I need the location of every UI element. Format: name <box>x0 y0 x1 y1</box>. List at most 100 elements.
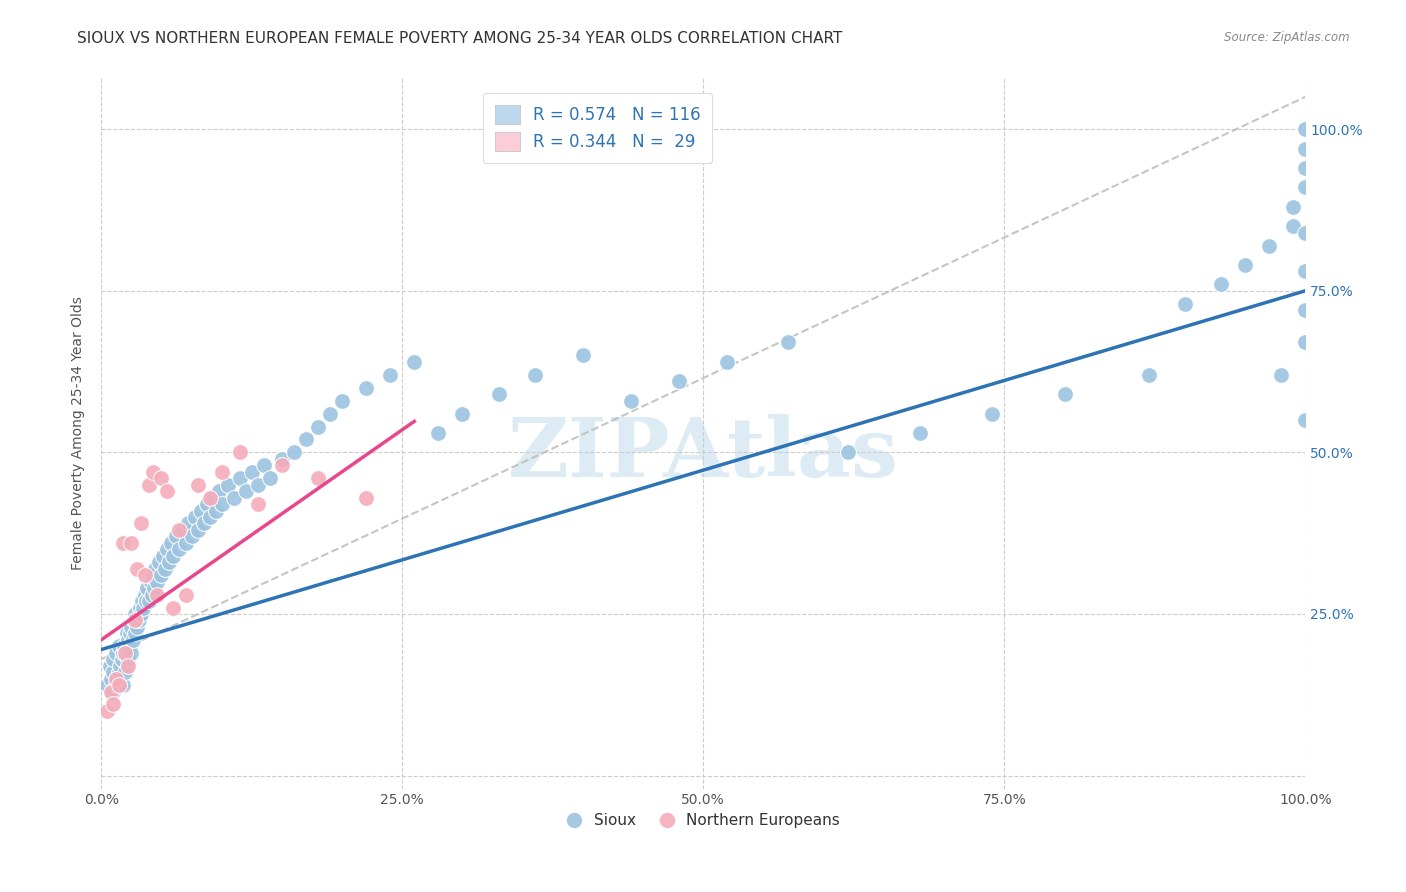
Point <box>776 335 799 350</box>
Point <box>152 549 174 563</box>
Point <box>114 646 136 660</box>
Point <box>120 646 142 660</box>
Point <box>1258 238 1281 252</box>
Point <box>319 407 342 421</box>
Point <box>131 594 153 608</box>
Point <box>122 614 145 628</box>
Point <box>184 510 207 524</box>
Point <box>211 465 233 479</box>
Point <box>228 471 250 485</box>
Point <box>156 484 179 499</box>
Point <box>1137 368 1160 382</box>
Point <box>138 594 160 608</box>
Point <box>1234 258 1257 272</box>
Point <box>523 368 546 382</box>
Point <box>488 387 510 401</box>
Point <box>404 355 426 369</box>
Point <box>427 425 450 440</box>
Point <box>307 471 329 485</box>
Point <box>246 477 269 491</box>
Point <box>572 348 595 362</box>
Point <box>136 581 159 595</box>
Point <box>127 562 149 576</box>
Point <box>153 562 176 576</box>
Point <box>162 549 184 563</box>
Point <box>1282 219 1305 233</box>
Point <box>142 465 165 479</box>
Point <box>120 626 142 640</box>
Point <box>100 672 122 686</box>
Point <box>148 555 170 569</box>
Point <box>104 646 127 660</box>
Point <box>180 529 202 543</box>
Point <box>190 503 212 517</box>
Point <box>908 425 931 440</box>
Point <box>120 620 142 634</box>
Point <box>1294 413 1316 427</box>
Point <box>117 652 139 666</box>
Point <box>330 393 353 408</box>
Point <box>172 523 194 537</box>
Point <box>1294 335 1316 350</box>
Point <box>120 536 142 550</box>
Point <box>129 607 152 621</box>
Point <box>1282 200 1305 214</box>
Point <box>451 407 474 421</box>
Point <box>253 458 276 473</box>
Point <box>129 516 152 531</box>
Point <box>104 678 127 692</box>
Point <box>160 536 183 550</box>
Point <box>1270 368 1292 382</box>
Point <box>169 523 191 537</box>
Point <box>217 477 239 491</box>
Legend: Sioux, Northern Europeans: Sioux, Northern Europeans <box>561 807 846 834</box>
Point <box>837 445 859 459</box>
Point <box>111 536 134 550</box>
Point <box>103 684 125 698</box>
Point <box>96 704 118 718</box>
Point <box>105 672 128 686</box>
Point <box>1294 226 1316 240</box>
Point <box>128 600 150 615</box>
Point <box>112 640 135 654</box>
Point <box>380 368 402 382</box>
Point <box>145 562 167 576</box>
Point <box>135 594 157 608</box>
Point <box>114 665 136 680</box>
Point <box>132 600 155 615</box>
Point <box>103 652 125 666</box>
Point <box>198 491 221 505</box>
Point <box>124 607 146 621</box>
Text: SIOUX VS NORTHERN EUROPEAN FEMALE POVERTY AMONG 25-34 YEAR OLDS CORRELATION CHAR: SIOUX VS NORTHERN EUROPEAN FEMALE POVERT… <box>77 31 842 46</box>
Point <box>187 523 209 537</box>
Point <box>246 497 269 511</box>
Point <box>240 465 263 479</box>
Text: ZIPAtlas: ZIPAtlas <box>508 414 898 494</box>
Point <box>202 491 225 505</box>
Point <box>193 516 215 531</box>
Point <box>108 678 131 692</box>
Point <box>108 665 131 680</box>
Point <box>111 678 134 692</box>
Point <box>103 665 125 680</box>
Point <box>204 503 226 517</box>
Point <box>295 433 318 447</box>
Text: Source: ZipAtlas.com: Source: ZipAtlas.com <box>1225 31 1350 45</box>
Point <box>115 646 138 660</box>
Point <box>1053 387 1076 401</box>
Point <box>124 626 146 640</box>
Point <box>127 620 149 634</box>
Point <box>98 658 121 673</box>
Point <box>1294 122 1316 136</box>
Point <box>117 632 139 647</box>
Point <box>134 568 156 582</box>
Point <box>138 477 160 491</box>
Point <box>162 600 184 615</box>
Point <box>145 574 167 589</box>
Point <box>134 588 156 602</box>
Point <box>211 497 233 511</box>
Point <box>96 678 118 692</box>
Point <box>156 542 179 557</box>
Point <box>150 568 173 582</box>
Point <box>174 588 197 602</box>
